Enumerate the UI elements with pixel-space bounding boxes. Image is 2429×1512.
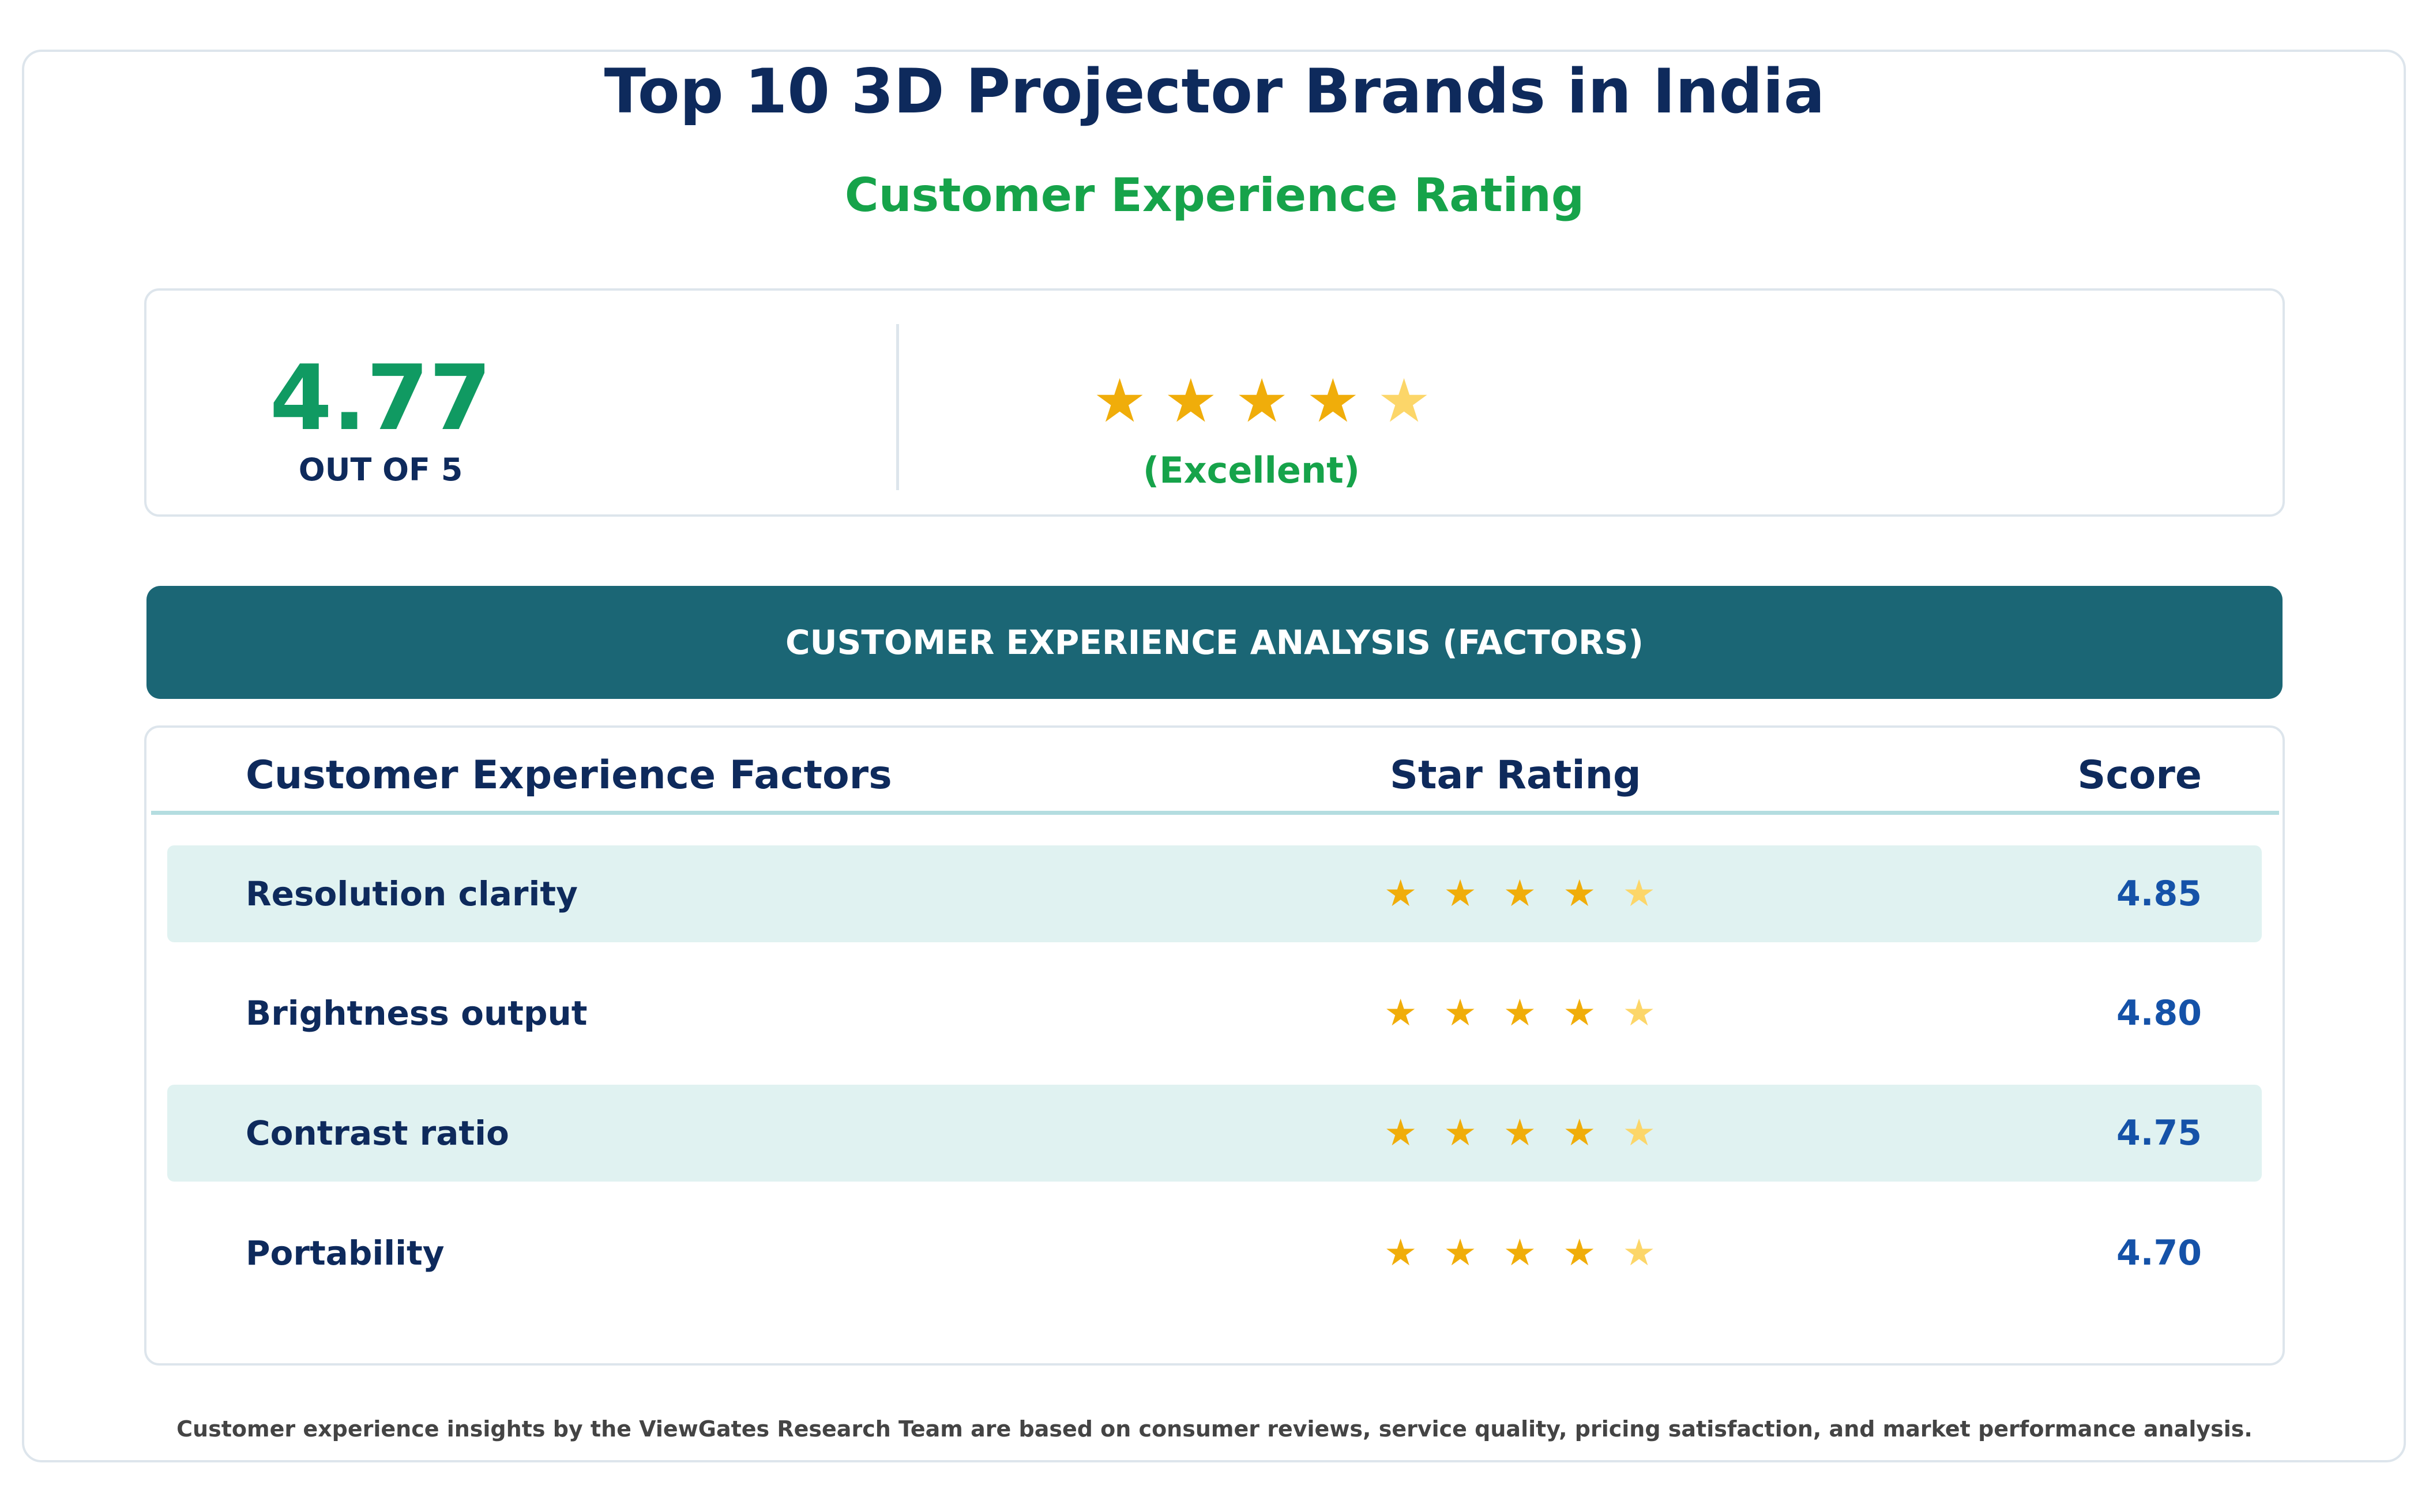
star-icon: ★ xyxy=(1503,1112,1537,1154)
factor-score: 4.80 xyxy=(2116,993,2202,1033)
summary-card xyxy=(144,288,2285,517)
star-icon: ★ xyxy=(1622,872,1656,915)
factor-star-rating: ★ ★ ★ ★ ★ xyxy=(1384,1085,1656,1182)
factor-name: Portability xyxy=(246,1233,445,1273)
star-icon: ★ xyxy=(1563,1232,1596,1274)
factor-star-rating: ★ ★ ★ ★ ★ xyxy=(1384,965,1656,1062)
star-icon: ★ xyxy=(1563,1112,1596,1154)
page-subtitle: Customer Experience Rating xyxy=(844,168,1585,222)
table-row: Resolution clarity ★ ★ ★ ★ ★ 4.85 xyxy=(167,845,2262,942)
star-icon: ★ xyxy=(1384,992,1417,1035)
star-icon: ★ xyxy=(1164,366,1218,436)
factor-name: Contrast ratio xyxy=(246,1114,509,1153)
page-title: Top 10 3D Projector Brands in India xyxy=(604,56,1825,127)
overall-score: 4.77 xyxy=(269,345,492,450)
summary-divider xyxy=(896,324,899,490)
factor-star-rating: ★ ★ ★ ★ ★ xyxy=(1384,1205,1656,1302)
star-icon: ★ xyxy=(1563,992,1596,1035)
star-icon: ★ xyxy=(1503,992,1537,1035)
factor-name: Brightness output xyxy=(246,994,588,1033)
report-frame xyxy=(22,50,2406,1462)
star-icon: ★ xyxy=(1306,366,1360,436)
table-row: Brightness output ★ ★ ★ ★ ★ 4.80 xyxy=(167,965,2262,1062)
star-icon: ★ xyxy=(1443,1112,1477,1154)
star-icon: ★ xyxy=(1384,1232,1417,1274)
star-icon: ★ xyxy=(1235,366,1289,436)
star-icon: ★ xyxy=(1443,872,1477,915)
star-icon: ★ xyxy=(1503,1232,1537,1274)
star-icon: ★ xyxy=(1377,366,1431,436)
rating-verdict: (Excellent) xyxy=(1142,449,1360,491)
star-icon: ★ xyxy=(1563,872,1596,915)
star-icon: ★ xyxy=(1443,1232,1477,1274)
star-icon: ★ xyxy=(1503,872,1537,915)
column-header-score: Score xyxy=(2077,753,2202,798)
star-icon: ★ xyxy=(1384,1112,1417,1154)
star-icon: ★ xyxy=(1622,1232,1656,1274)
star-icon: ★ xyxy=(1622,992,1656,1035)
header-rule xyxy=(151,811,2279,815)
analysis-banner-label: CUSTOMER EXPERIENCE ANALYSIS (FACTORS) xyxy=(785,623,1644,662)
factor-star-rating: ★ ★ ★ ★ ★ xyxy=(1384,845,1656,942)
star-icon: ★ xyxy=(1443,992,1477,1035)
footnote: Customer experience insights by the View… xyxy=(176,1416,2253,1442)
star-icon: ★ xyxy=(1093,366,1147,436)
factor-score: 4.75 xyxy=(2116,1113,2202,1153)
out-of-label: OUT OF 5 xyxy=(298,452,463,488)
table-row: Contrast ratio ★ ★ ★ ★ ★ 4.75 xyxy=(167,1085,2262,1182)
factor-name: Resolution clarity xyxy=(246,874,578,913)
column-header-factors: Customer Experience Factors xyxy=(246,753,892,798)
factor-score: 4.85 xyxy=(2116,874,2202,914)
analysis-banner: CUSTOMER EXPERIENCE ANALYSIS (FACTORS) xyxy=(146,586,2283,699)
star-icon: ★ xyxy=(1384,872,1417,915)
table-row: Portability ★ ★ ★ ★ ★ 4.70 xyxy=(167,1205,2262,1302)
factor-score: 4.70 xyxy=(2116,1233,2202,1273)
column-header-star-rating: Star Rating xyxy=(1390,753,1641,798)
factors-table xyxy=(144,725,2285,1366)
star-icon: ★ xyxy=(1622,1112,1656,1154)
overall-star-rating: ★ ★ ★ ★ ★ xyxy=(1093,363,1431,438)
